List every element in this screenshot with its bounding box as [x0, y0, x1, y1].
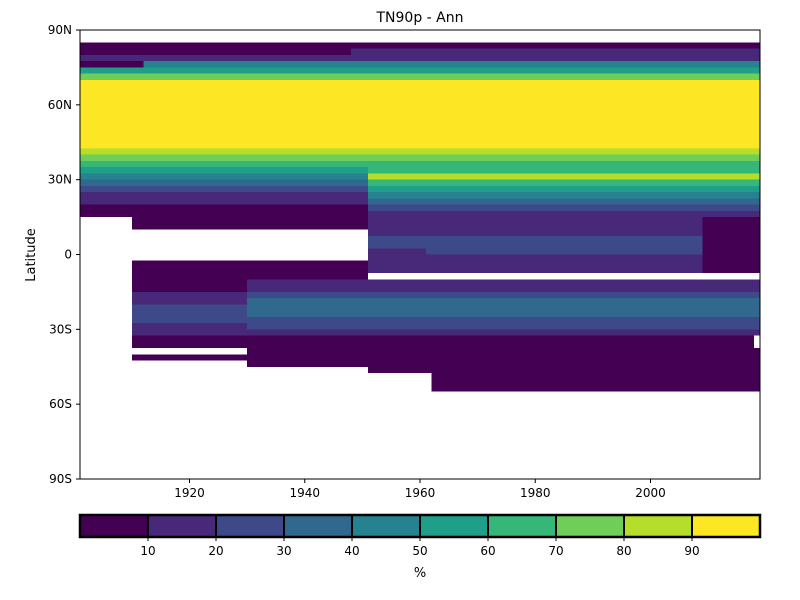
plot-area	[79, 29, 761, 480]
heatmap-cell	[368, 192, 760, 199]
heatmap-cell	[80, 67, 760, 74]
x-axis: 1920 1940 1960 1980 2000	[174, 479, 666, 500]
heatmap-cell	[80, 61, 760, 68]
heatmap-cell	[80, 61, 144, 68]
colorbar-swatch	[351, 514, 421, 538]
x-tick-label: 1960	[405, 486, 436, 500]
colorbar-tick-label: 90	[684, 544, 699, 558]
heatmap-cell	[80, 204, 369, 218]
colorbar-swatch	[283, 514, 353, 538]
x-tick-label: 1940	[289, 486, 320, 500]
colorbar-swatch	[419, 514, 489, 538]
colorbar-swatch	[147, 514, 217, 538]
heatmap-cell	[368, 348, 760, 373]
y-tick-label: 30S	[49, 322, 72, 336]
heatmap-cell	[80, 173, 369, 180]
colorbar-tick-label: 40	[344, 544, 359, 558]
heatmap-cell	[368, 167, 760, 174]
heatmap-cell	[368, 210, 760, 218]
colorbar-tick-label: 10	[140, 544, 155, 558]
colorbar-tick-label: 30	[276, 544, 291, 558]
heatmap-cell	[247, 329, 760, 336]
heatmap-cell	[702, 217, 760, 236]
chart-title: TN90p - Ann	[375, 10, 463, 26]
heatmap-cell	[80, 192, 369, 205]
heatmap-cell	[368, 217, 760, 236]
x-tick-label: 1980	[520, 486, 551, 500]
heatmap-cell	[80, 42, 351, 49]
colorbar-label: %	[414, 566, 426, 581]
heatmap-cell	[368, 179, 760, 186]
heatmap-cell	[247, 279, 760, 292]
heatmap-cell	[368, 185, 760, 193]
colorbar-swatch	[555, 514, 625, 538]
heatmap-cell	[80, 167, 369, 174]
heatmap-cell	[247, 291, 760, 299]
y-tick-label: 60S	[49, 397, 72, 411]
heatmap-cell	[425, 248, 703, 255]
colorbar-swatch	[487, 514, 557, 538]
heatmap-cell	[368, 235, 760, 249]
heatmap-cell	[368, 173, 760, 180]
y-axis-label: Latitude	[24, 228, 39, 282]
colorbar-swatch	[691, 514, 761, 538]
heatmap-cell	[80, 179, 369, 186]
colorbar-tick-label: 50	[412, 544, 427, 558]
heatmap-cell	[368, 204, 760, 211]
colorbar-swatch	[215, 514, 285, 538]
y-axis: 90N 60N 30N 0 30S 60S 90S	[48, 23, 80, 486]
heatmap-cell	[247, 316, 760, 330]
colorbar-swatch	[79, 514, 149, 538]
heatmap-cell	[131, 323, 248, 336]
x-tick-label: 1920	[174, 486, 205, 500]
y-tick-label: 90N	[48, 23, 72, 37]
colorbar-tick-label: 80	[616, 544, 631, 558]
heatmap-cell	[80, 185, 369, 193]
y-tick-label: 30N	[48, 173, 72, 187]
heatmap-cell	[80, 160, 760, 168]
colorbar	[78, 513, 762, 539]
y-tick-label: 60N	[48, 98, 72, 112]
heatmap-cell	[80, 48, 351, 55]
heatmap-cell	[80, 79, 760, 149]
heatmap-cell	[431, 372, 760, 392]
colorbar-ticks: 10 20 30 40 50 60 70 80 90	[140, 537, 700, 558]
y-tick-label: 0	[64, 248, 72, 262]
heatmap-cell	[131, 291, 248, 305]
heatmap-cell	[131, 279, 248, 292]
heatmap-cell	[350, 42, 760, 49]
heatmap-cell	[80, 148, 760, 155]
heatmap-cell	[702, 235, 760, 274]
heatmap-cell	[131, 260, 369, 280]
heatmap-cells	[80, 42, 760, 392]
heatmap-cell	[247, 335, 755, 349]
colorbar-swatch	[623, 514, 693, 538]
heatmap-cell	[425, 254, 703, 274]
heatmap-cell	[368, 248, 426, 274]
heatmap-cell	[131, 217, 369, 230]
colorbar-tick-label: 60	[480, 544, 495, 558]
colorbar-tick-label: 20	[208, 544, 223, 558]
heatmap-cell	[131, 335, 248, 349]
heatmap-cell	[131, 304, 248, 324]
colorbar-tick-label: 70	[548, 544, 563, 558]
heatmap-cell	[368, 198, 760, 205]
heatmap-cell	[80, 73, 760, 80]
x-tick-label: 2000	[635, 486, 666, 500]
heatmap-cell	[247, 348, 369, 367]
y-tick-label: 90S	[49, 472, 72, 486]
heatmap-cell	[247, 298, 760, 317]
heatmap-cell	[131, 354, 248, 361]
heatmap-cell	[80, 154, 760, 161]
